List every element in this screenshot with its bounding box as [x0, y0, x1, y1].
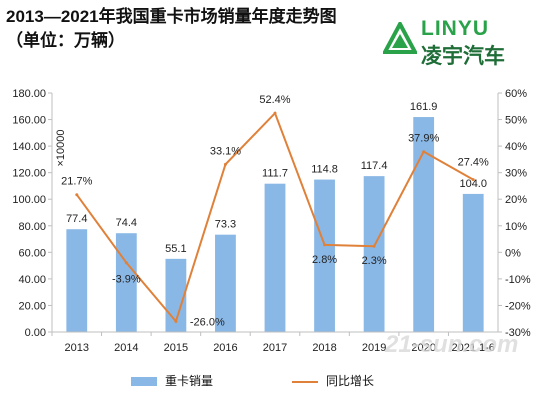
line-value-label: 2.3%	[362, 255, 387, 267]
legend-swatch-bar	[131, 377, 157, 387]
line-value-label: 52.4%	[259, 94, 290, 106]
right-tick-label: 20%	[505, 194, 527, 206]
x-tick-label: 2013	[65, 342, 89, 354]
left-tick-label: 120.00	[12, 168, 46, 180]
line-value-label: 27.4%	[458, 157, 489, 169]
bar	[363, 176, 385, 332]
bar-value-label: 77.4	[66, 213, 87, 225]
line-value-label: 37.9%	[408, 133, 439, 145]
line-point	[273, 111, 277, 115]
x-tick-label: 2014	[114, 342, 138, 354]
line-point	[323, 243, 327, 247]
bar	[115, 233, 137, 332]
x-tick-label: 2016	[213, 342, 237, 354]
legend-label-bar: 重卡销量	[165, 374, 214, 388]
line-value-label: 21.7%	[61, 176, 92, 188]
bar	[66, 229, 88, 332]
left-tick-label: 60.00	[18, 247, 46, 259]
line-point	[223, 162, 227, 166]
legend-label-line: 同比增长	[326, 374, 375, 388]
line-point	[124, 261, 128, 265]
line-point	[422, 150, 426, 154]
bar-value-label: 104.0	[459, 178, 487, 190]
right-tick-label: -30%	[505, 327, 531, 339]
x-tick-label: 2015	[164, 342, 188, 354]
right-tick-label: 30%	[505, 168, 527, 180]
bar-series	[66, 117, 484, 332]
right-tick-label: 60%	[505, 88, 527, 100]
bar	[264, 183, 286, 332]
right-tick-label: 40%	[505, 141, 527, 153]
bar-value-label: 114.8	[311, 164, 338, 176]
bar	[413, 117, 435, 332]
chart-subtitle: （单位：万辆）	[6, 31, 125, 50]
bar-value-label: 161.9	[410, 101, 438, 113]
line-value-label: 33.1%	[210, 145, 241, 157]
line-point	[372, 244, 376, 248]
left-tick-label: 180.00	[12, 88, 46, 100]
bar-value-label: 117.4	[361, 160, 388, 172]
bar	[462, 193, 484, 332]
line-value-label: -3.9%	[112, 274, 141, 286]
bar-value-label: 55.1	[165, 243, 186, 255]
chart-title: 2013—2021年我国重卡市场销量年度走势图	[6, 7, 337, 26]
bar-value-label: 111.7	[262, 168, 288, 180]
right-tick-label: -10%	[505, 274, 531, 286]
data-labels: 77.4 74.4 55.1 73.3 111.7 114.8 117.4 161.9 104.…	[61, 94, 489, 328]
right-tick-label: 10%	[505, 221, 527, 233]
line-series	[75, 111, 475, 324]
x-tick-label: 2021 1-6	[452, 342, 495, 354]
x-tick-label: 2017	[263, 342, 287, 354]
line-value-label: -26.0%	[190, 316, 225, 328]
left-tick-label: 40.00	[18, 274, 46, 286]
left-tick-label: 100.00	[12, 194, 46, 206]
linyu-logo-icon	[383, 22, 417, 54]
line-value-label: 2.8%	[312, 254, 337, 266]
x-tick-label: 2018	[312, 342, 336, 354]
left-tick-label: 0.00	[25, 327, 46, 339]
watermark-text: 21-sun.com	[384, 331, 518, 358]
logo-text-cn: 凌宇汽车	[421, 45, 505, 68]
line-point	[174, 319, 178, 323]
right-tick-label: 50%	[505, 115, 527, 127]
linyu-logo: LINYU 凌宇汽车	[383, 17, 543, 68]
legend-swatch-line	[292, 380, 318, 383]
right-tick-label: -20%	[505, 300, 531, 312]
left-tick-label: 140.00	[12, 141, 46, 153]
left-axis-label: ×10000	[55, 129, 67, 166]
x-tick-label: 2019	[362, 342, 386, 354]
left-tick-label: 80.00	[18, 221, 46, 233]
legend-item-bar: 重卡销量	[131, 372, 213, 388]
legend-item-line: 同比增长	[292, 372, 374, 388]
chart-axes: 0.00 20.00 40.00 60.00 80.00 100.00 120.00 140.…	[12, 88, 531, 354]
line-point	[75, 193, 79, 197]
bar	[314, 179, 335, 332]
bar-value-label: 73.3	[215, 219, 236, 231]
bar-value-label: 74.4	[116, 217, 137, 229]
right-tick-label: 0%	[505, 247, 521, 259]
x-tick-label: 2020	[411, 342, 435, 354]
left-tick-label: 160.00	[12, 115, 46, 127]
logo-text-en: LINYU	[421, 17, 489, 40]
bar	[215, 234, 236, 332]
line-point	[471, 178, 475, 182]
left-tick-label: 20.00	[18, 300, 46, 312]
